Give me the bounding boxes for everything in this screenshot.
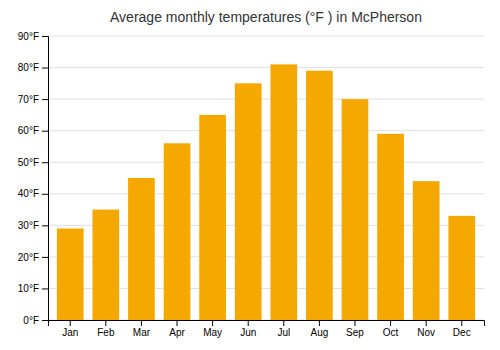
tick: 40°F: [18, 188, 48, 199]
axis-line: [42, 37, 49, 321]
tick-mark: [42, 257, 48, 258]
tick-label: 50°F: [18, 157, 39, 168]
tick: 50°F: [18, 157, 48, 168]
tick: Apr: [169, 320, 185, 338]
tick: Aug: [310, 320, 328, 338]
tick-mark: [319, 320, 320, 326]
grid-line: [48, 99, 484, 100]
bar: [270, 64, 297, 320]
tick-mark: [42, 320, 48, 321]
tick-label: Dec: [453, 327, 471, 338]
plot: 0°F 10°F 20°F 30°F 40°F 50°F 60°F 70°F 80°F 90°F J…: [18, 31, 485, 338]
tick: 10°F: [18, 283, 48, 294]
tick: 80°F: [18, 62, 48, 73]
tick-mark: [390, 320, 391, 326]
tick: Nov: [417, 320, 435, 338]
grid-line: [48, 36, 484, 37]
tick-label: 60°F: [18, 125, 39, 136]
tick-label: 40°F: [18, 188, 39, 199]
tick-mark: [42, 99, 48, 100]
bar: [377, 134, 404, 320]
tick: 30°F: [18, 220, 48, 231]
tick-mark: [354, 320, 355, 326]
tick-mark: [248, 320, 249, 326]
tick: May: [203, 320, 222, 338]
title: Average monthly temperatures (°F ) in Mc…: [110, 9, 422, 25]
axis-line: [49, 321, 485, 327]
tick-label: Feb: [97, 327, 115, 338]
tick: Jun: [240, 320, 256, 338]
grid-line: [48, 130, 484, 131]
tick: Jan: [62, 320, 78, 338]
tick-label: 0°F: [23, 315, 39, 326]
tick-mark: [461, 320, 462, 326]
tick-mark: [177, 320, 178, 326]
bar: [306, 71, 333, 320]
tick-label: Jan: [62, 327, 78, 338]
tick: 0°F: [23, 315, 48, 326]
tick-label: Aug: [310, 327, 328, 338]
tick-label: 20°F: [18, 252, 39, 263]
bar: [342, 99, 369, 320]
bar: [199, 115, 226, 320]
bar: [164, 143, 191, 320]
tick-mark: [283, 320, 284, 326]
tick-mark: [42, 194, 48, 195]
tick-mark: [70, 320, 71, 326]
tick-label: 30°F: [18, 220, 39, 231]
tick-label: 70°F: [18, 94, 39, 105]
tick: Dec: [453, 320, 471, 338]
x-axis: Jan Feb Mar Apr May Jun Jul Aug Sep Oct Nov Dec: [49, 320, 485, 338]
tick: Oct: [383, 320, 399, 338]
tick: Jul: [277, 320, 290, 338]
tick-mark: [105, 320, 106, 326]
tick: 60°F: [18, 125, 48, 136]
tick-mark: [426, 320, 427, 326]
tick-label: Sep: [346, 327, 364, 338]
tick-mark: [42, 225, 48, 226]
tick-mark: [42, 162, 48, 163]
bar: [128, 178, 155, 320]
tick: 90°F: [18, 31, 48, 42]
tick-mark: [141, 320, 142, 326]
bar: [92, 210, 119, 320]
tick-mark: [42, 131, 48, 132]
tick-label: Jun: [240, 327, 256, 338]
tick-label: 10°F: [18, 283, 39, 294]
bar: [413, 181, 440, 320]
bars: [57, 64, 475, 320]
tick: 20°F: [18, 252, 48, 263]
grid-line: [48, 162, 484, 163]
tick: 70°F: [18, 94, 48, 105]
tick-mark: [42, 36, 48, 37]
chart-container: 0°F 10°F 20°F 30°F 40°F 50°F 60°F 70°F 80°F 90°F J…: [0, 0, 500, 350]
bar: [57, 228, 84, 320]
chart: 0°F 10°F 20°F 30°F 40°F 50°F 60°F 70°F 80°F 90°F J…: [0, 0, 500, 350]
tick-label: Oct: [383, 327, 399, 338]
tick: Feb: [97, 320, 115, 338]
bar: [448, 216, 475, 320]
tick-label: 80°F: [18, 62, 39, 73]
tick: Sep: [346, 320, 364, 338]
tick-label: Apr: [169, 327, 185, 338]
tick-label: Mar: [133, 327, 151, 338]
grid: [48, 36, 484, 320]
tick-label: May: [203, 327, 222, 338]
bar: [235, 83, 262, 320]
tick-label: 90°F: [18, 31, 39, 42]
tick-mark: [42, 68, 48, 69]
grid-line: [48, 67, 484, 68]
y-axis: 0°F 10°F 20°F 30°F 40°F 50°F 60°F 70°F 80°F 90°F: [18, 31, 49, 326]
tick-label: Nov: [417, 327, 435, 338]
tick-mark: [212, 320, 213, 326]
tick-mark: [42, 288, 48, 289]
tick-label: Jul: [277, 327, 290, 338]
tick: Mar: [133, 320, 151, 338]
